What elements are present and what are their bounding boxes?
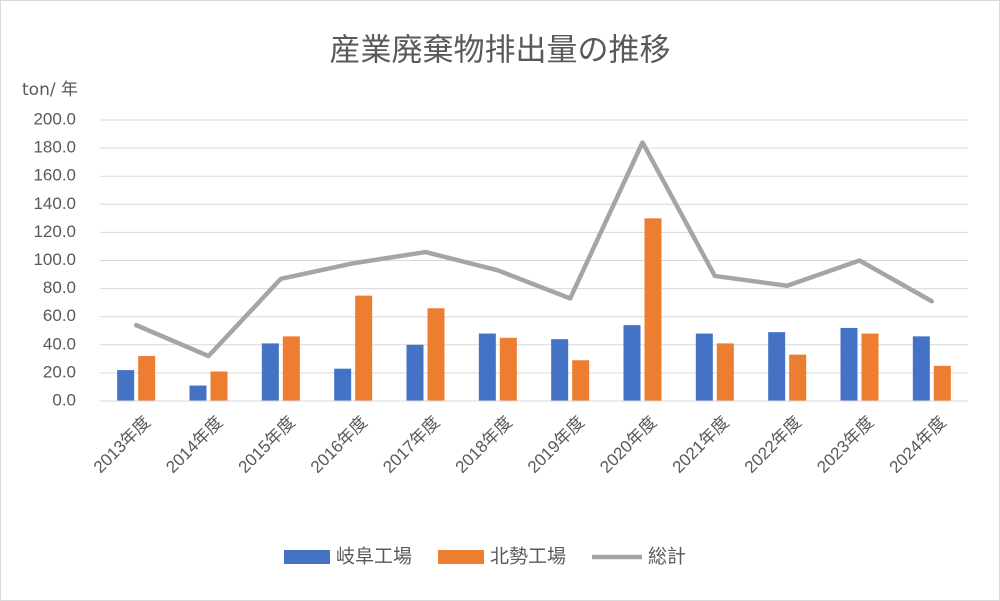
bar bbox=[406, 344, 424, 401]
y-axis-label: ton/ 年 bbox=[22, 80, 78, 100]
legend-label: 総計 bbox=[648, 546, 686, 568]
bar bbox=[478, 333, 496, 401]
bar bbox=[138, 356, 156, 401]
y-tick-label: 60.0 bbox=[43, 306, 76, 325]
line-series bbox=[133, 140, 935, 359]
bar bbox=[189, 385, 207, 401]
bar bbox=[768, 332, 786, 401]
bar bbox=[551, 339, 569, 401]
bar bbox=[695, 333, 713, 401]
y-tick-label: 140.0 bbox=[33, 194, 76, 213]
y-tick-label: 100.0 bbox=[33, 250, 76, 269]
y-tick-label: 200.0 bbox=[33, 109, 76, 128]
bar bbox=[261, 343, 279, 401]
bar bbox=[933, 365, 951, 401]
y-tick-label: 180.0 bbox=[33, 138, 76, 157]
bar bbox=[499, 337, 517, 401]
bar bbox=[623, 325, 641, 401]
y-tick-label: 40.0 bbox=[43, 334, 76, 353]
bar bbox=[427, 308, 445, 401]
legend-swatch bbox=[438, 550, 484, 564]
bar bbox=[716, 343, 734, 401]
legend-label: 北勢工場 bbox=[490, 546, 566, 568]
legend-label: 岐阜工場 bbox=[336, 546, 412, 568]
bar bbox=[210, 371, 228, 401]
y-tick-label: 0.0 bbox=[52, 390, 76, 409]
bar bbox=[355, 295, 373, 401]
y-tick-label: 160.0 bbox=[33, 166, 76, 185]
bar bbox=[334, 368, 352, 401]
bar bbox=[282, 336, 300, 401]
bar bbox=[789, 354, 807, 401]
bar bbox=[117, 370, 135, 401]
bar bbox=[572, 360, 590, 401]
bar bbox=[644, 218, 662, 401]
y-tick-label: 80.0 bbox=[43, 278, 76, 297]
chart-title: 産業廃棄物排出量の推移 bbox=[330, 33, 671, 69]
y-tick-label: 120.0 bbox=[33, 222, 76, 241]
bar bbox=[840, 327, 858, 401]
bar bbox=[861, 333, 879, 401]
legend-swatch bbox=[284, 550, 330, 564]
y-tick-label: 20.0 bbox=[43, 362, 76, 381]
bar bbox=[912, 336, 930, 401]
